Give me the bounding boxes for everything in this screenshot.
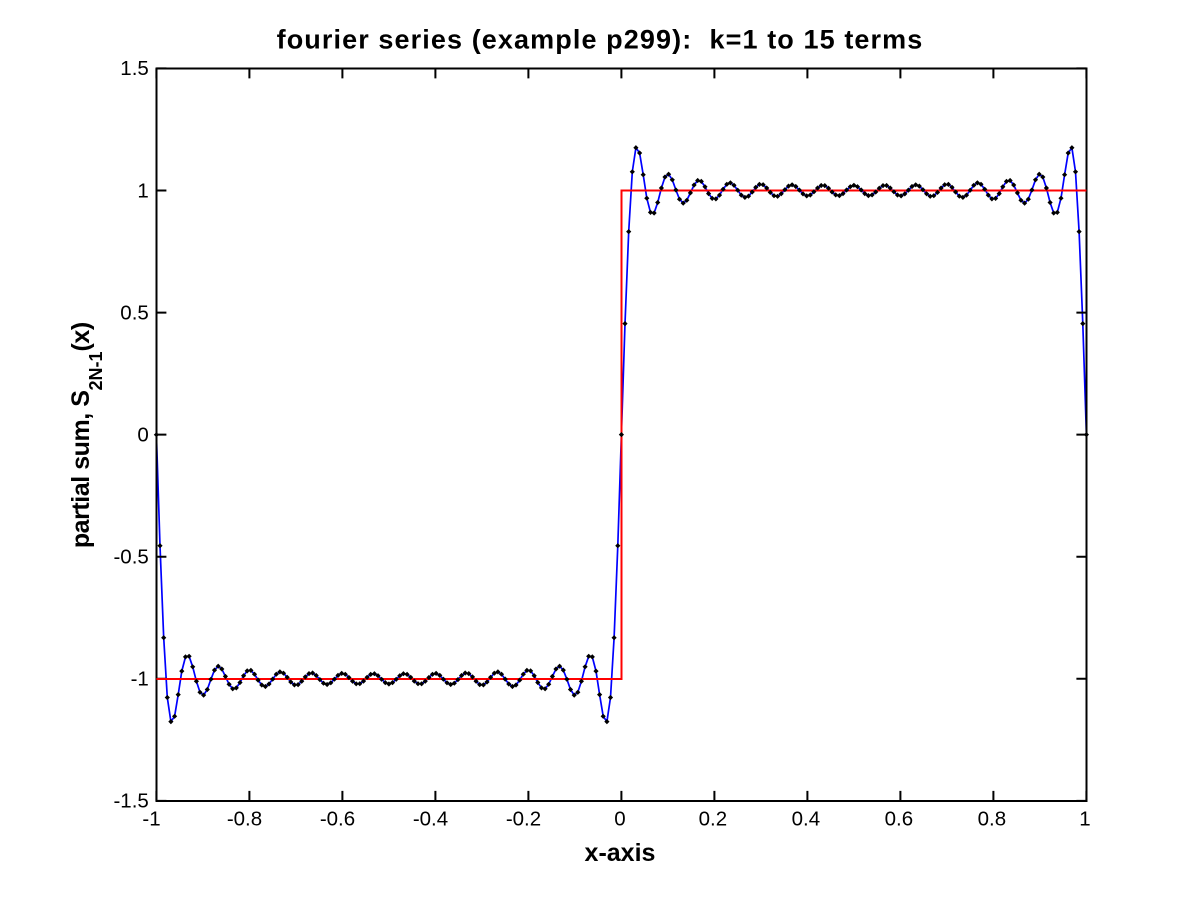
svg-text:-0.5: -0.5 bbox=[113, 546, 148, 569]
svg-text:-1: -1 bbox=[142, 808, 160, 831]
svg-text:-1.5: -1.5 bbox=[113, 790, 148, 813]
svg-text:-0.6: -0.6 bbox=[320, 808, 355, 831]
svg-text:1.5: 1.5 bbox=[120, 57, 149, 80]
svg-text:-0.8: -0.8 bbox=[227, 808, 262, 831]
svg-text:1: 1 bbox=[1079, 808, 1090, 831]
svg-text:0.2: 0.2 bbox=[699, 808, 728, 831]
svg-text:fourier series (example p299):: fourier series (example p299): k=1 to 15… bbox=[277, 25, 924, 55]
svg-text:x-axis: x-axis bbox=[585, 839, 656, 867]
svg-text:0.8: 0.8 bbox=[978, 808, 1007, 831]
svg-text:1: 1 bbox=[137, 179, 148, 202]
svg-text:0.5: 0.5 bbox=[120, 301, 149, 324]
svg-text:0: 0 bbox=[614, 808, 625, 831]
svg-text:partial sum, S2N-1(x): partial sum, S2N-1(x) bbox=[67, 322, 106, 548]
svg-text:0.4: 0.4 bbox=[792, 808, 821, 831]
svg-text:-0.4: -0.4 bbox=[413, 808, 448, 831]
svg-text:0.6: 0.6 bbox=[885, 808, 914, 831]
svg-text:-1: -1 bbox=[131, 668, 149, 691]
svg-text:0: 0 bbox=[137, 423, 148, 446]
svg-text:-0.2: -0.2 bbox=[506, 808, 541, 831]
